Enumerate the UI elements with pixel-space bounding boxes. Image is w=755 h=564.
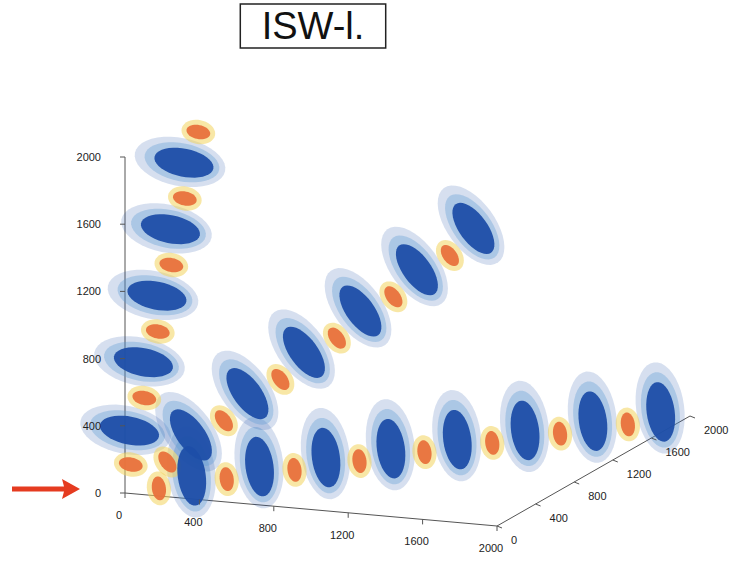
svg-text:400: 400: [184, 516, 202, 528]
svg-text:0: 0: [95, 487, 101, 499]
svg-text:1600: 1600: [77, 218, 101, 230]
svg-text:1200: 1200: [627, 468, 651, 480]
svg-text:400: 400: [550, 512, 568, 524]
svg-text:1600: 1600: [665, 446, 689, 458]
svg-text:1200: 1200: [330, 529, 354, 541]
svg-text:ISW-l.: ISW-l.: [262, 5, 365, 47]
svg-text:1600: 1600: [404, 535, 428, 547]
svg-text:400: 400: [83, 420, 101, 432]
svg-text:1200: 1200: [77, 285, 101, 297]
svg-text:2000: 2000: [704, 424, 728, 436]
svg-text:0: 0: [511, 534, 517, 546]
svg-text:800: 800: [259, 522, 277, 534]
svg-text:800: 800: [588, 490, 606, 502]
svg-text:0: 0: [116, 509, 122, 521]
svg-text:2000: 2000: [77, 151, 101, 163]
svg-text:2000: 2000: [479, 542, 503, 554]
svg-text:800: 800: [83, 353, 101, 365]
